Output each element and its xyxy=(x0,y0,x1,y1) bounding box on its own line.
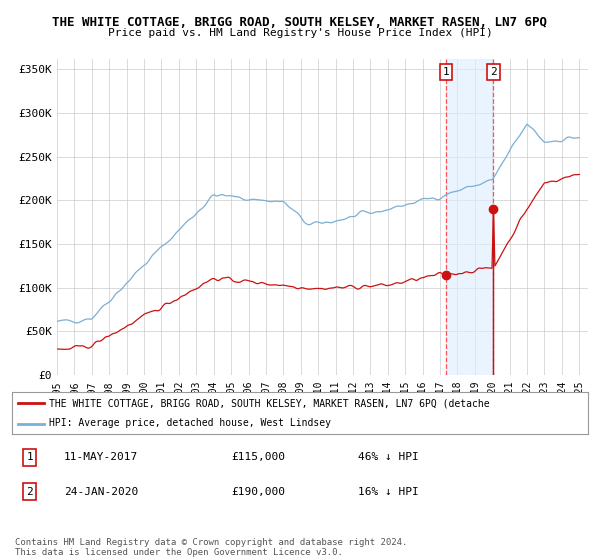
Text: THE WHITE COTTAGE, BRIGG ROAD, SOUTH KELSEY, MARKET RASEN, LN7 6PQ: THE WHITE COTTAGE, BRIGG ROAD, SOUTH KEL… xyxy=(53,16,548,29)
Text: 2: 2 xyxy=(490,67,497,77)
Text: 1: 1 xyxy=(443,67,449,77)
Text: Price paid vs. HM Land Registry's House Price Index (HPI): Price paid vs. HM Land Registry's House … xyxy=(107,28,493,38)
Text: 11-MAY-2017: 11-MAY-2017 xyxy=(64,452,138,463)
Text: 24-JAN-2020: 24-JAN-2020 xyxy=(64,487,138,497)
Text: HPI: Average price, detached house, West Lindsey: HPI: Average price, detached house, West… xyxy=(49,418,331,428)
Text: 1: 1 xyxy=(26,452,33,463)
Text: £190,000: £190,000 xyxy=(231,487,285,497)
Text: £115,000: £115,000 xyxy=(231,452,285,463)
Text: 16% ↓ HPI: 16% ↓ HPI xyxy=(358,487,418,497)
Text: 2: 2 xyxy=(26,487,33,497)
Text: 46% ↓ HPI: 46% ↓ HPI xyxy=(358,452,418,463)
Text: THE WHITE COTTAGE, BRIGG ROAD, SOUTH KELSEY, MARKET RASEN, LN7 6PQ (detache: THE WHITE COTTAGE, BRIGG ROAD, SOUTH KEL… xyxy=(49,398,490,408)
Bar xyxy=(446,59,493,375)
Text: Contains HM Land Registry data © Crown copyright and database right 2024.
This d: Contains HM Land Registry data © Crown c… xyxy=(15,538,407,557)
